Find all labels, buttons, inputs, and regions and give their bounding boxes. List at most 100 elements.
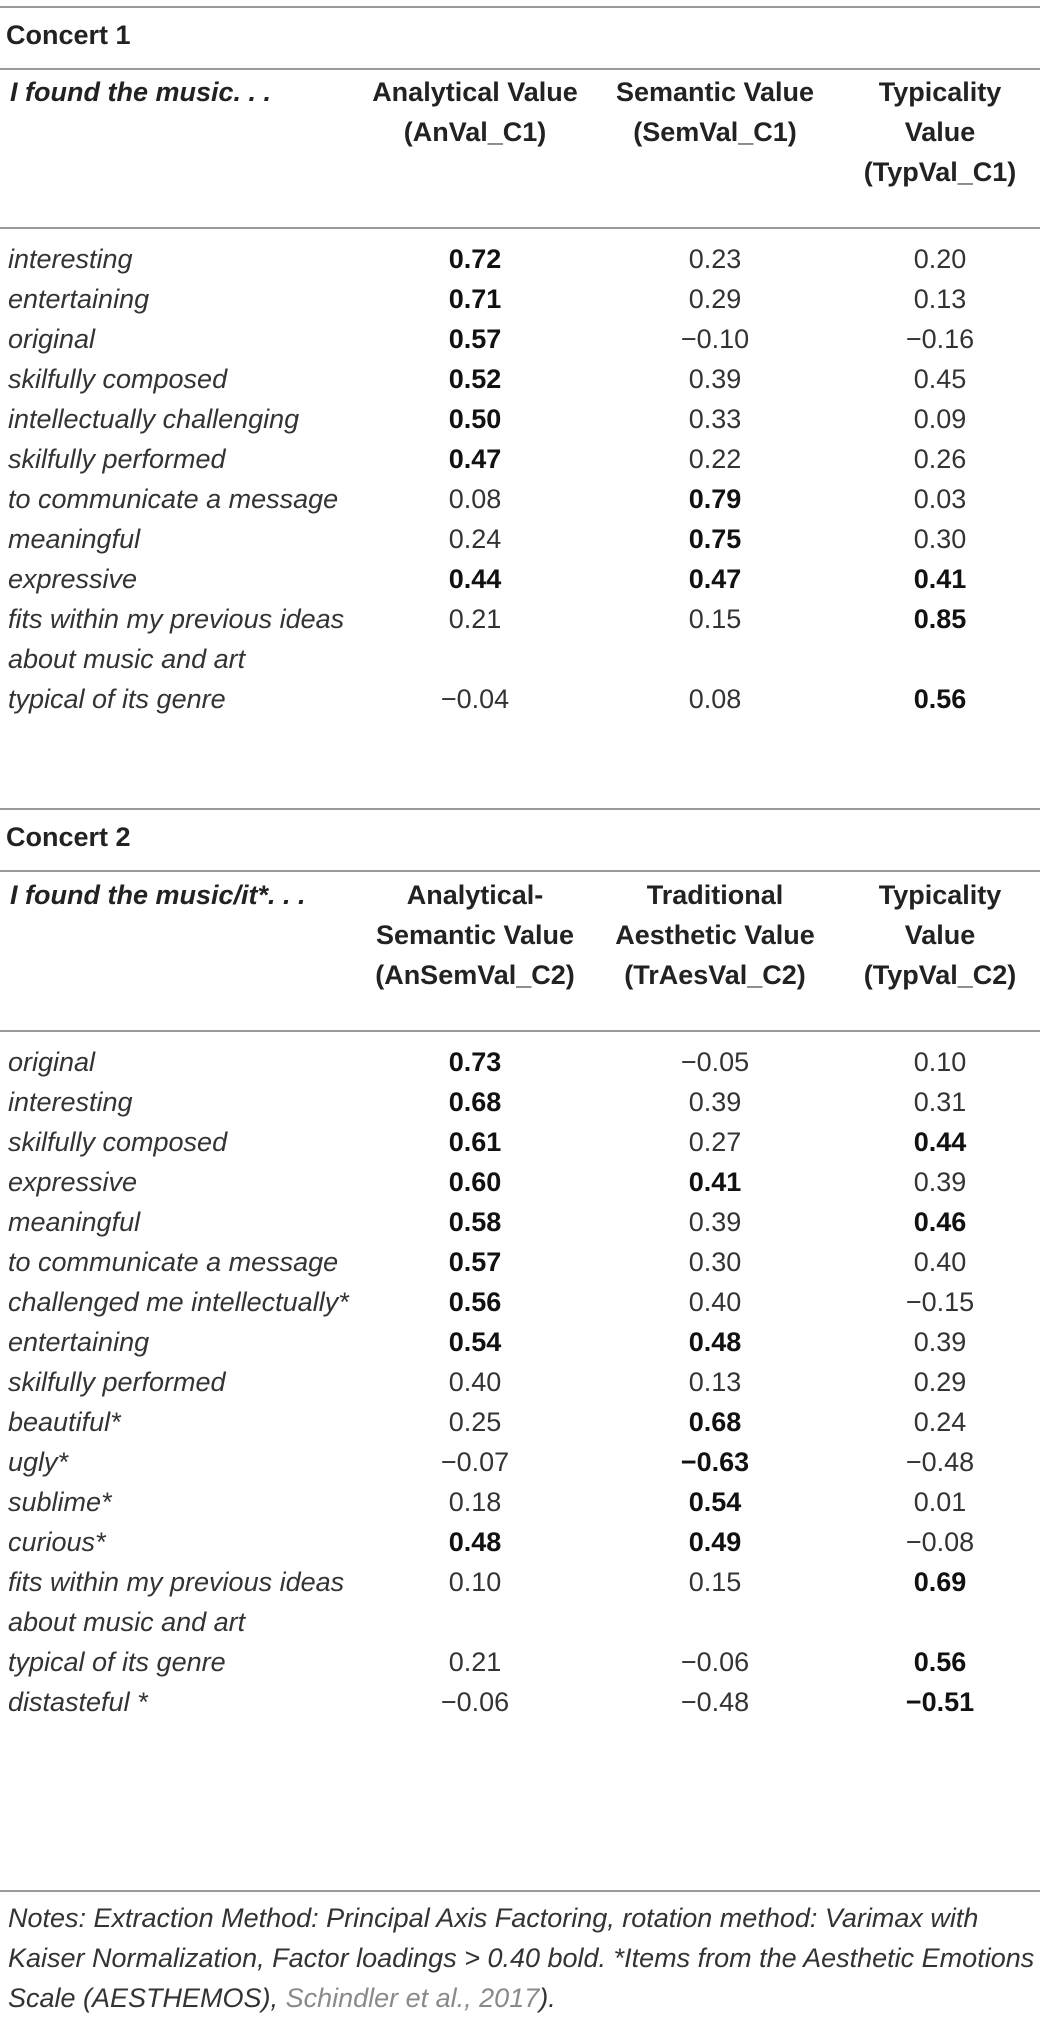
- concert2-row-value-2: 0.27: [688, 1127, 742, 1157]
- concert2-row: original 0.73 −0.05 0.10: [0, 1042, 1040, 1082]
- concert1-row-value-1: 0.08: [448, 484, 502, 514]
- concert1-col-header-2: Semantic Value (SemVal_C1): [615, 77, 815, 147]
- concert2-row: curious* 0.48 0.49 −0.08: [0, 1522, 1040, 1562]
- concert1-row-value-2: 0.23: [688, 244, 742, 274]
- concert1-row: entertaining 0.71 0.29 0.13: [0, 279, 1040, 319]
- concert2-row-value-3: 0.24: [913, 1407, 967, 1437]
- concert2-row-value-1: 0.68: [448, 1087, 502, 1117]
- concert2-row-value-1: 0.60: [448, 1167, 502, 1197]
- concert2-row-value-3: 0.10: [913, 1047, 967, 1077]
- concert1-row-value-1: 0.44: [448, 564, 502, 594]
- concert1-row-item: intellectually challenging: [8, 404, 300, 434]
- concert1-row: expressive 0.44 0.47 0.41: [0, 559, 1040, 599]
- concert2-row-value-2: 0.13: [688, 1367, 742, 1397]
- concert1-row: fits within my previous ideas about musi…: [0, 599, 1040, 679]
- concert1-col-header-1: Analytical Value (AnVal_C1): [372, 77, 578, 147]
- concert2-row-value-3: −0.51: [905, 1687, 975, 1717]
- concert2-row-value-3: 0.56: [913, 1647, 967, 1677]
- concert2-row-item: ugly*: [8, 1447, 69, 1477]
- concert1-header: I found the music. . . Analytical Value …: [0, 72, 1040, 192]
- concert2-row-value-2: 0.49: [688, 1527, 742, 1557]
- concert1-row-item: entertaining: [8, 284, 150, 314]
- concert2-title: Concert 2: [6, 822, 131, 852]
- concert2-row: sublime* 0.18 0.54 0.01: [0, 1482, 1040, 1522]
- concert2-row-value-2: 0.41: [688, 1167, 742, 1197]
- concert1-row-item: original: [8, 324, 96, 354]
- concert2-col-header-3: Typicality Value (TypVal_C2): [863, 880, 1017, 990]
- concert2-row-value-1: 0.56: [448, 1287, 502, 1317]
- concert2-row: expressive 0.60 0.41 0.39: [0, 1162, 1040, 1202]
- concert2-row-item: interesting: [8, 1087, 133, 1117]
- concert2-header-top-rule: [0, 870, 1040, 872]
- concert1-row-value-3: 0.13: [913, 284, 967, 314]
- concert2-row-item: skilfully performed: [8, 1367, 226, 1397]
- concert1-row: skilfully performed 0.47 0.22 0.26: [0, 439, 1040, 479]
- concert1-row-item: to communicate a message: [8, 484, 339, 514]
- concert1-row-value-3: −0.16: [905, 324, 975, 354]
- concert1-row-value-3: 0.09: [913, 404, 967, 434]
- concert1-row-value-1: −0.04: [440, 684, 510, 714]
- concert2-row-value-2: 0.39: [688, 1087, 742, 1117]
- notes-citation: Schindler et al., 2017: [285, 1983, 540, 2013]
- concert2-row-value-1: −0.07: [440, 1447, 510, 1477]
- concert1-row: skilfully composed 0.52 0.39 0.45: [0, 359, 1040, 399]
- concert2-row-value-2: −0.05: [680, 1047, 750, 1077]
- concert2-row: skilfully performed 0.40 0.13 0.29: [0, 1362, 1040, 1402]
- concert2-row-value-2: 0.48: [688, 1327, 742, 1357]
- concert1-table: interesting 0.72 0.23 0.20 entertaining 0.71 0…: [0, 239, 1040, 719]
- concert1-row-value-2: 0.15: [688, 604, 742, 634]
- concert1-row-value-3: 0.26: [913, 444, 967, 474]
- concert2-row-value-1: 0.25: [448, 1407, 502, 1437]
- concert1-row: to communicate a message 0.08 0.79 0.03: [0, 479, 1040, 519]
- concert2-row-value-2: 0.39: [688, 1207, 742, 1237]
- concert1-row-value-3: 0.30: [913, 524, 967, 554]
- concert1-row-value-1: 0.72: [448, 244, 502, 274]
- concert1-row-value-2: 0.08: [688, 684, 742, 714]
- concert2-col-header-1: Analytical-Semantic Value (AnSemVal_C2): [375, 880, 575, 990]
- concert1-row-item: skilfully composed: [8, 364, 228, 394]
- concert2-row-value-1: 0.73: [448, 1047, 502, 1077]
- concert2-row-value-2: −0.06: [680, 1647, 750, 1677]
- concert2-row-item: skilfully composed: [8, 1127, 228, 1157]
- notes-text: Notes: Extraction Method: Principal Axis…: [8, 1903, 1035, 2013]
- concert2-row-item: entertaining: [8, 1327, 150, 1357]
- concert1-row-value-3: 0.20: [913, 244, 967, 274]
- concert2-row-item: typical of its genre: [8, 1647, 226, 1677]
- concert2-row-value-3: −0.15: [905, 1287, 975, 1317]
- concert2-row-item: meaningful: [8, 1207, 141, 1237]
- concert2-row-value-3: 0.69: [913, 1567, 967, 1597]
- concert2-row-value-3: 0.01: [913, 1487, 967, 1517]
- table-notes: Notes: Extraction Method: Principal Axis…: [8, 1898, 1038, 2018]
- concert1-row-item: interesting: [8, 244, 133, 274]
- concert1-row: meaningful 0.24 0.75 0.30: [0, 519, 1040, 559]
- concert2-row: interesting 0.68 0.39 0.31: [0, 1082, 1040, 1122]
- concert1-row-value-3: 0.03: [913, 484, 967, 514]
- concert1-row: original 0.57 −0.10 −0.16: [0, 319, 1040, 359]
- concert1-row-value-2: 0.29: [688, 284, 742, 314]
- concert2-row-value-1: 0.54: [448, 1327, 502, 1357]
- concert2-row: challenged me intellectually* 0.56 0.40 −0.…: [0, 1282, 1040, 1322]
- concert1-row-item: expressive: [8, 564, 138, 594]
- concert2-row: fits within my previous ideas about musi…: [0, 1562, 1040, 1642]
- concert2-row: ugly* −0.07 −0.63 −0.48: [0, 1442, 1040, 1482]
- concert1-bottom-rule: [0, 808, 1040, 810]
- concert2-row-value-3: 0.46: [913, 1207, 967, 1237]
- concert1-row-value-2: 0.79: [688, 484, 742, 514]
- concert1-row-item: meaningful: [8, 524, 141, 554]
- concert2-item-header: I found the music/it*. . .: [10, 880, 306, 910]
- notes-end: ).: [539, 1983, 556, 2013]
- concert2-row-value-1: 0.57: [448, 1247, 502, 1277]
- concert1-row-value-2: 0.22: [688, 444, 742, 474]
- concert1-row-value-2: 0.39: [688, 364, 742, 394]
- concert2-col-header-2: Traditional Aesthetic Value (TrAesVal_C2…: [615, 880, 815, 990]
- concert1-row-value-1: 0.50: [448, 404, 502, 434]
- concert1-row-value-1: 0.52: [448, 364, 502, 394]
- concert1-row: intellectually challenging 0.50 0.33 0.09: [0, 399, 1040, 439]
- concert2-row-value-3: −0.48: [905, 1447, 975, 1477]
- concert1-row-item: fits within my previous ideas about musi…: [8, 604, 345, 674]
- concert2-row-value-3: 0.39: [913, 1167, 967, 1197]
- concert2-row-value-3: 0.31: [913, 1087, 967, 1117]
- concert2-row: distasteful * −0.06 −0.48 −0.51: [0, 1682, 1040, 1722]
- concert2-row-value-3: 0.39: [913, 1327, 967, 1357]
